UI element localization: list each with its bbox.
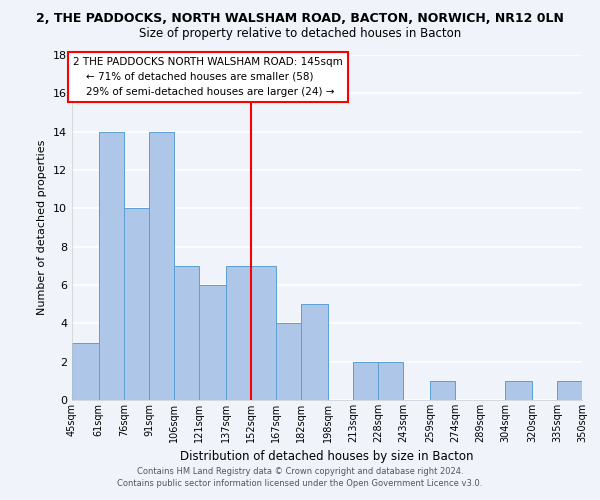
- Bar: [174, 266, 199, 400]
- Bar: [149, 132, 174, 400]
- Text: Size of property relative to detached houses in Bacton: Size of property relative to detached ho…: [139, 28, 461, 40]
- Text: Contains public sector information licensed under the Open Government Licence v3: Contains public sector information licen…: [118, 478, 482, 488]
- Bar: [99, 132, 124, 400]
- Bar: [199, 285, 226, 400]
- Bar: [226, 266, 251, 400]
- Y-axis label: Number of detached properties: Number of detached properties: [37, 140, 47, 315]
- Text: 2, THE PADDOCKS, NORTH WALSHAM ROAD, BACTON, NORWICH, NR12 0LN: 2, THE PADDOCKS, NORTH WALSHAM ROAD, BAC…: [36, 12, 564, 26]
- Bar: [124, 208, 149, 400]
- Text: 2 THE PADDOCKS NORTH WALSHAM ROAD: 145sqm
    ← 71% of detached houses are small: 2 THE PADDOCKS NORTH WALSHAM ROAD: 145sq…: [73, 57, 343, 96]
- X-axis label: Distribution of detached houses by size in Bacton: Distribution of detached houses by size …: [180, 450, 474, 464]
- Bar: [505, 381, 532, 400]
- Bar: [353, 362, 378, 400]
- Bar: [557, 381, 582, 400]
- Bar: [301, 304, 328, 400]
- Text: Contains HM Land Registry data © Crown copyright and database right 2024.: Contains HM Land Registry data © Crown c…: [137, 467, 463, 476]
- Bar: [72, 342, 99, 400]
- Bar: [378, 362, 403, 400]
- Bar: [251, 266, 276, 400]
- Bar: [430, 381, 455, 400]
- Bar: [276, 324, 301, 400]
